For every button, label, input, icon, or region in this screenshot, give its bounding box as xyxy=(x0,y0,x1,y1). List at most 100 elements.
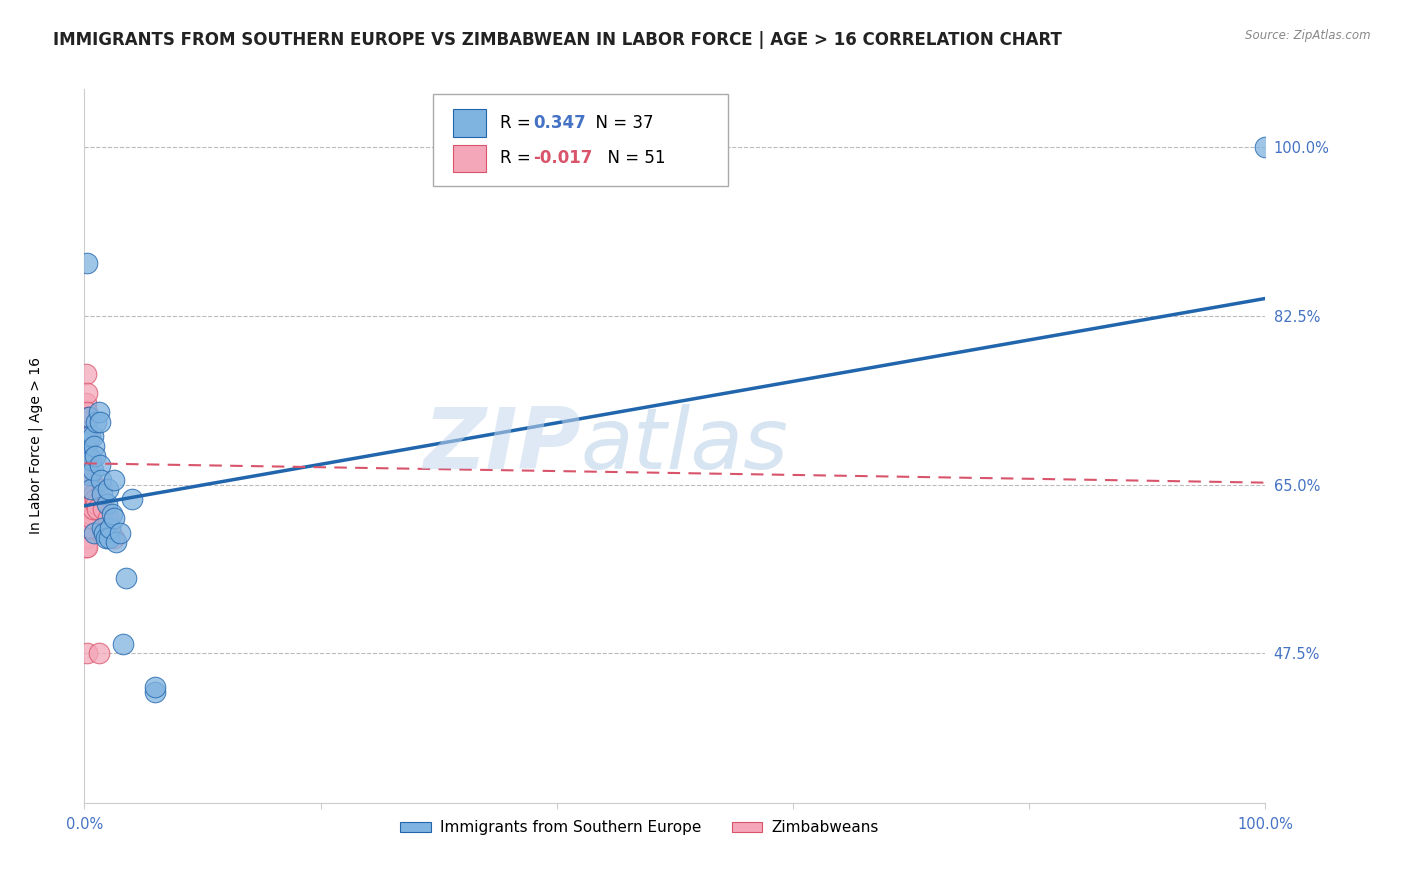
Point xyxy=(76,405,98,419)
Point xyxy=(77,501,100,516)
Point xyxy=(77,449,100,463)
Point xyxy=(79,467,101,482)
Point xyxy=(77,449,100,463)
Point xyxy=(76,443,98,458)
Point xyxy=(75,531,97,545)
Point xyxy=(75,511,97,525)
Point xyxy=(114,571,136,585)
Point xyxy=(75,483,97,497)
Point xyxy=(1254,140,1277,154)
Point xyxy=(91,483,114,497)
Point xyxy=(77,410,100,425)
Point xyxy=(76,521,98,535)
Point xyxy=(91,521,114,535)
Point xyxy=(77,487,100,501)
Point xyxy=(112,637,135,651)
Point xyxy=(76,256,98,270)
Point xyxy=(80,511,103,525)
Point xyxy=(89,458,111,473)
Point xyxy=(96,497,118,511)
Point xyxy=(82,429,104,443)
Point xyxy=(77,507,100,521)
Point xyxy=(76,646,98,660)
Point xyxy=(77,410,100,425)
Text: -0.017: -0.017 xyxy=(533,149,592,168)
Text: R =: R = xyxy=(501,114,536,132)
Point xyxy=(77,483,100,497)
Point xyxy=(83,525,105,540)
Text: 0.347: 0.347 xyxy=(533,114,586,132)
Point xyxy=(75,434,97,449)
Point xyxy=(121,491,143,506)
Point xyxy=(83,487,105,501)
Point xyxy=(84,449,107,463)
Point xyxy=(75,501,97,516)
Point xyxy=(80,453,103,467)
Point xyxy=(103,511,125,525)
Point xyxy=(91,487,114,501)
Point xyxy=(103,473,125,487)
Point xyxy=(75,367,97,381)
Point xyxy=(80,491,103,506)
Point xyxy=(80,473,103,487)
Point xyxy=(77,467,100,482)
Point xyxy=(77,521,100,535)
Point xyxy=(76,501,98,516)
Point xyxy=(91,501,114,516)
Point xyxy=(87,405,110,419)
Point xyxy=(75,491,97,506)
FancyBboxPatch shape xyxy=(453,145,486,172)
Point xyxy=(75,453,97,467)
Point xyxy=(87,646,110,660)
Point xyxy=(98,521,121,535)
Point xyxy=(76,483,98,497)
Text: ZIP: ZIP xyxy=(423,404,581,488)
Point xyxy=(79,507,101,521)
Text: R =: R = xyxy=(501,149,536,168)
Point xyxy=(82,501,104,516)
Point xyxy=(82,483,104,497)
FancyBboxPatch shape xyxy=(433,95,728,186)
Point xyxy=(90,473,112,487)
Point xyxy=(84,415,107,429)
Point xyxy=(79,429,101,443)
Point xyxy=(80,483,103,497)
Point xyxy=(77,429,100,443)
Point xyxy=(97,511,120,525)
Point xyxy=(75,395,97,409)
Point xyxy=(76,425,98,439)
Point xyxy=(86,501,108,516)
Point xyxy=(105,535,128,549)
Point xyxy=(75,463,97,477)
Point xyxy=(89,415,111,429)
Point xyxy=(75,521,97,535)
Point xyxy=(103,531,125,545)
Point xyxy=(83,439,105,453)
Point xyxy=(76,386,98,401)
Point xyxy=(143,680,166,694)
Point xyxy=(98,531,121,545)
Text: atlas: atlas xyxy=(581,404,789,488)
Point xyxy=(79,487,101,501)
Point xyxy=(82,463,104,477)
Point xyxy=(97,483,120,497)
Point xyxy=(84,497,107,511)
Text: N = 51: N = 51 xyxy=(598,149,665,168)
Point xyxy=(100,507,122,521)
Legend: Immigrants from Southern Europe, Zimbabweans: Immigrants from Southern Europe, Zimbabw… xyxy=(394,814,884,841)
Point xyxy=(75,415,97,429)
FancyBboxPatch shape xyxy=(453,110,486,136)
Point xyxy=(76,463,98,477)
Point xyxy=(84,491,107,506)
Text: Source: ZipAtlas.com: Source: ZipAtlas.com xyxy=(1246,29,1371,42)
Point xyxy=(75,473,97,487)
Text: IMMIGRANTS FROM SOUTHERN EUROPE VS ZIMBABWEAN IN LABOR FORCE | AGE > 16 CORRELAT: IMMIGRANTS FROM SOUTHERN EUROPE VS ZIMBA… xyxy=(53,31,1063,49)
Text: N = 37: N = 37 xyxy=(585,114,654,132)
Point xyxy=(108,525,131,540)
Point xyxy=(76,541,98,555)
Point xyxy=(93,525,115,540)
Point xyxy=(79,467,101,482)
Point xyxy=(143,685,166,699)
Point xyxy=(75,443,97,458)
Point xyxy=(75,541,97,555)
